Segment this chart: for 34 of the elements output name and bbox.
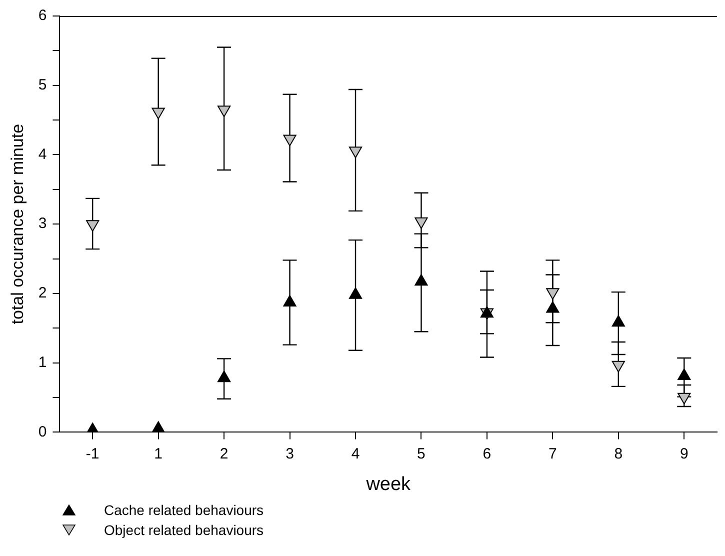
y-tick-label: 0 xyxy=(38,423,47,440)
point xyxy=(217,370,231,382)
x-tick-label: 6 xyxy=(482,445,492,462)
x-tick-label: 3 xyxy=(286,445,294,462)
y-tick-label: 5 xyxy=(38,76,47,94)
x-tick-label: 2 xyxy=(220,445,228,462)
point xyxy=(217,106,231,118)
point xyxy=(414,217,428,229)
y-tick-label: 4 xyxy=(38,146,47,163)
point xyxy=(612,315,625,327)
legend-label: Object related behaviours xyxy=(104,522,264,538)
x-tick-label: 8 xyxy=(614,445,623,462)
point xyxy=(678,368,691,380)
point xyxy=(283,294,296,306)
x-tick-label: 4 xyxy=(351,445,360,462)
x-tick-label: 7 xyxy=(548,445,557,462)
x-tick-label: 5 xyxy=(417,445,426,462)
y-tick-label: 1 xyxy=(38,354,47,371)
point xyxy=(546,301,560,313)
y-tick-label: 2 xyxy=(38,284,47,302)
x-axis-title: week xyxy=(365,474,412,495)
x-tick-label: -1 xyxy=(86,445,100,462)
point xyxy=(152,421,165,432)
y-axis-title: total occurance per minute xyxy=(8,124,27,324)
point xyxy=(348,146,362,158)
point xyxy=(348,287,362,299)
point xyxy=(152,108,165,120)
x-tick-label: 1 xyxy=(154,445,163,462)
point xyxy=(283,134,296,146)
x-tick-label: 9 xyxy=(680,445,688,462)
y-tick-label: 6 xyxy=(38,7,47,24)
point xyxy=(414,274,428,286)
y-tick-label: 3 xyxy=(38,215,47,232)
legend-label: Cache related behaviours xyxy=(104,502,264,518)
